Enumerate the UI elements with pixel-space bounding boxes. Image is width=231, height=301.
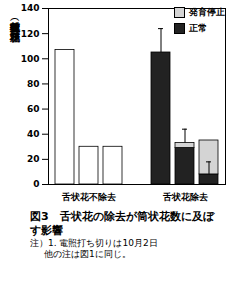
svg-text:60: 60 xyxy=(27,104,40,114)
html-text:発育停止: 発育停止 xyxy=(189,7,225,17)
svg-text:舌状花除去: 舌状花除去 xyxy=(162,192,208,202)
svg-text:舌状花不除去: 舌状花不除去 xyxy=(61,192,116,202)
svg-text:140: 140 xyxy=(21,3,40,13)
html-text:図3 舌状花の除去が筒状花数に及ぼす影響: 図3 舌状花の除去が筒状花数に及ぼす影響 xyxy=(30,210,214,237)
svg-text:80: 80 xyxy=(27,79,40,89)
svg-text:100: 100 xyxy=(21,54,40,64)
html-text:筒状花数（個／頭状花序）: 筒状花数（個／頭状花序） xyxy=(9,14,20,24)
svg-text:120: 120 xyxy=(21,29,40,39)
svg-text:0: 0 xyxy=(33,179,39,189)
html-text:他の注は図1に同じ。: 他の注は図1に同じ。 xyxy=(44,249,131,259)
html-text:注）1. 電照打ち切りは10月2日: 注）1. 電照打ち切りは10月2日 xyxy=(30,238,158,248)
svg-text:20: 20 xyxy=(27,154,40,164)
html-text:正常: 正常 xyxy=(189,23,207,33)
svg-text:40: 40 xyxy=(27,129,40,139)
